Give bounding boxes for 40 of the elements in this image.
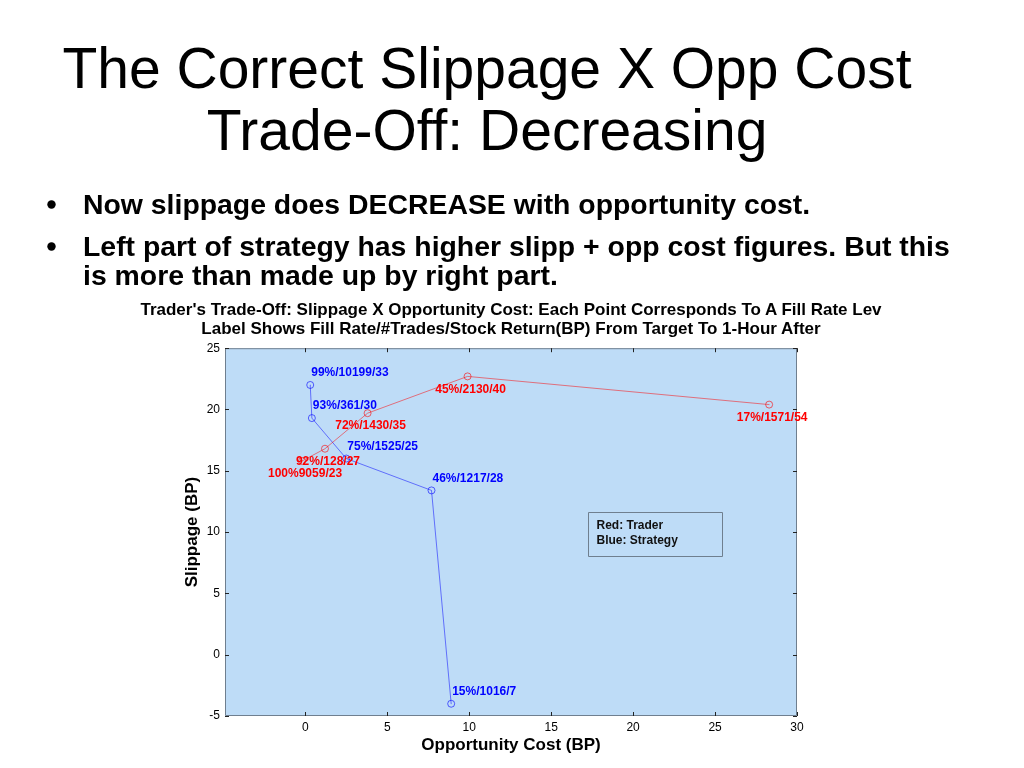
annotation: 92%/128/27 (295, 454, 361, 469)
point (463, 372, 472, 381)
point (321, 444, 329, 453)
x-tick-label: 10 (462, 719, 477, 734)
y-tick-label: 10 (206, 524, 221, 539)
y-axis-title: Slippage (BP) (181, 476, 201, 588)
annotation: 17%/1571/54 (736, 409, 808, 424)
x-tick-label: 30 (790, 719, 804, 734)
annotation: Red: Trader (596, 517, 664, 532)
x-tick-label: 20 (626, 719, 641, 734)
point (308, 414, 316, 422)
point (363, 409, 372, 417)
chart-subtitle: Trader's Trade-Off: Slippage X Opportunity Cost: Each Point Corresponds To A Fill Rate Lev Label Shows Fill Rate/#Trades/Stock Return(BP) From Target To 1-Hour After (139, 300, 883, 338)
annotation: 75%/1525/25 (347, 438, 419, 453)
x-tick-label: 5 (383, 719, 391, 734)
annotation: 72%/1430/35 (335, 418, 407, 433)
x-tick-label: 15 (544, 719, 559, 734)
point (447, 699, 455, 708)
chart-title: The Correct Slippage X Opp Cost Trade-Off: Decreasing (61, 36, 913, 162)
x-tick-label: 25 (708, 719, 723, 734)
annotation: 100%9059/23 (267, 466, 343, 481)
annotation: 15%/1016/7 (452, 684, 517, 699)
x-tick-label: 0 (301, 719, 309, 734)
annotation: 46%/1217/28 (432, 470, 504, 485)
y-tick-label: 5 (213, 585, 221, 600)
annotation: 99%/10199/33 (311, 365, 389, 380)
annotation: 93%/361/30 (312, 398, 378, 413)
y-tick-label: 15 (206, 463, 221, 478)
y-tick-label: 20 (206, 401, 221, 416)
y-tick-label: 0 (213, 647, 221, 662)
point (306, 381, 315, 389)
point (427, 486, 436, 495)
y-tick-label: -5 (209, 708, 221, 723)
y-tick-label: 25 (206, 340, 221, 355)
annotation: Blue: Strategy (596, 532, 679, 547)
text: Left part of strategy has higher slipp + opp cost figures. But this is more than made up by right part. (83, 230, 950, 291)
x-axis-title: Opportunity Cost (BP) (421, 735, 601, 755)
annotation: 45%/2130/40 (435, 381, 507, 396)
point (765, 400, 773, 409)
text: Now slippage does DECREASE with opportunity cost. (83, 188, 811, 220)
